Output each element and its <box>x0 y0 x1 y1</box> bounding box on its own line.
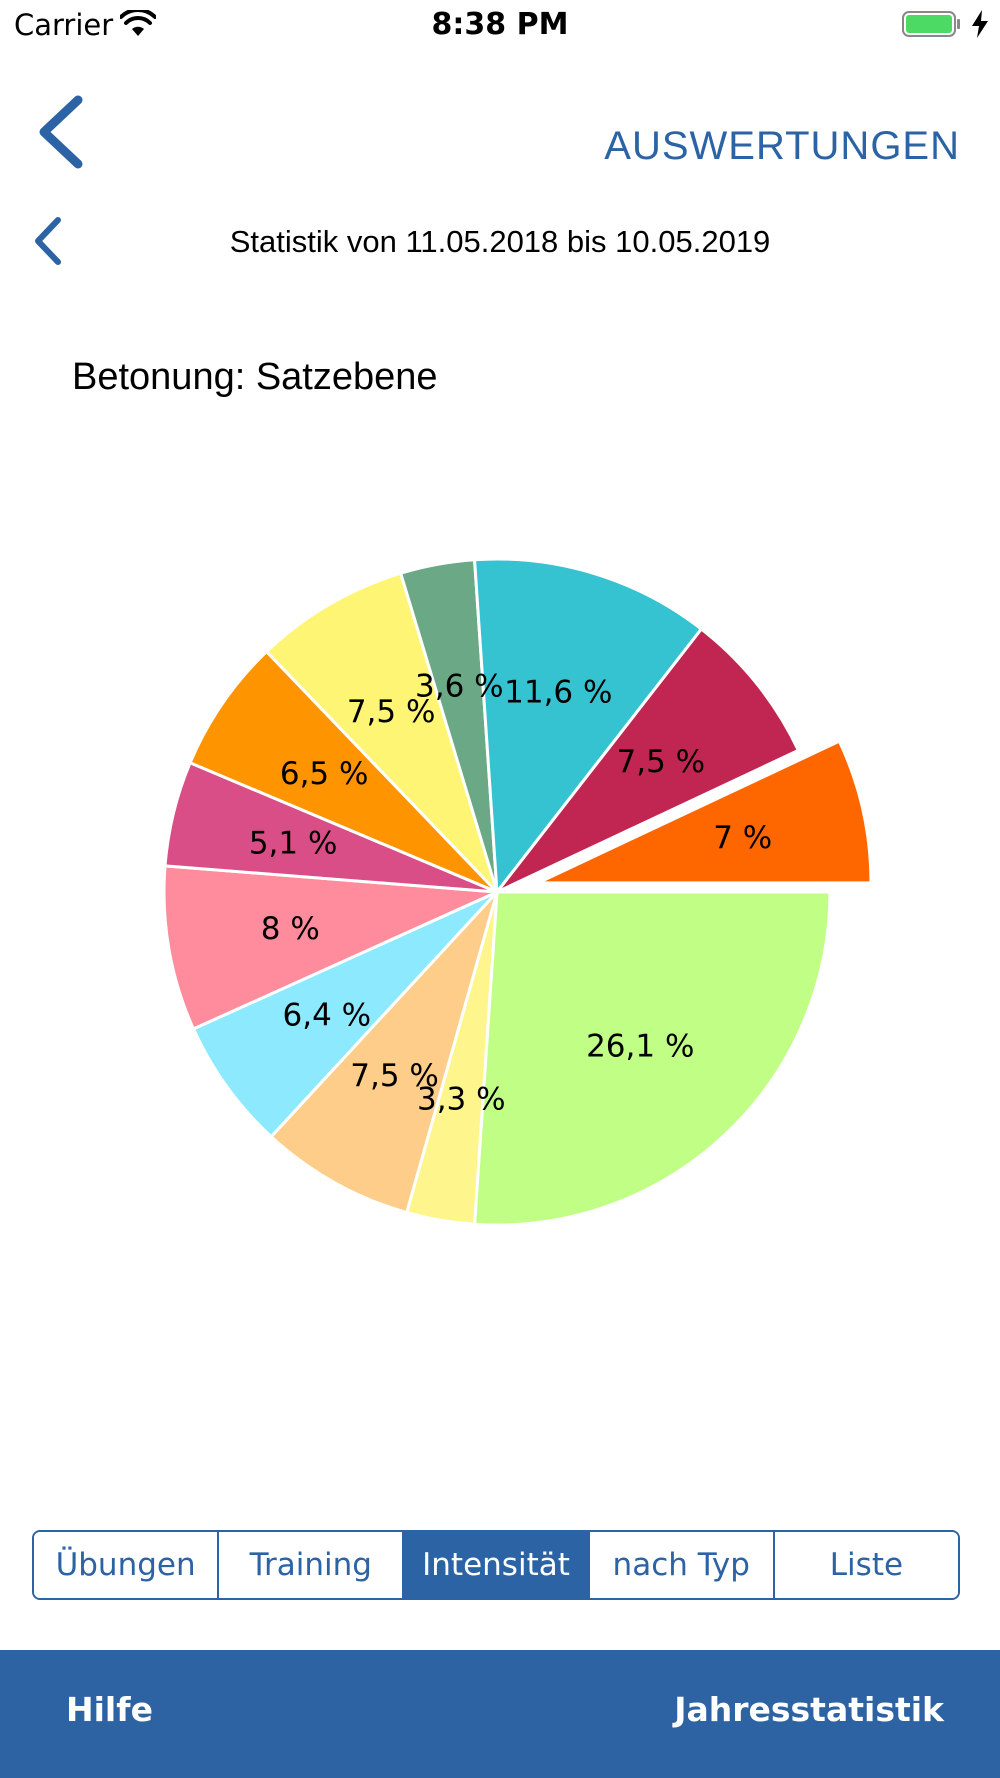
pie-slice-label-7: 7,5 % <box>347 694 436 730</box>
pie-slice-label-6: 6,5 % <box>280 756 369 792</box>
view-segmented-control: Übungen Training Intensität nach Typ Lis… <box>32 1530 960 1600</box>
tab-training[interactable]: Training <box>219 1532 405 1598</box>
pie-slice-label-4: 8 % <box>261 911 320 947</box>
pie-slice-2[interactable] <box>269 890 499 1215</box>
pie-slice-11[interactable] <box>537 739 873 885</box>
pie-slice-label-0: 26,1 % <box>586 1028 694 1064</box>
chart-title: Betonung: Satzebene <box>72 356 438 398</box>
pie-chart: 26,1 % 3,3 % 7,5 % 6,4 % 8 % 5,1 % 6,5 % 7,5 % 3… <box>162 557 873 1227</box>
tab-intensitaet[interactable]: Intensität <box>404 1532 590 1598</box>
tab-liste[interactable]: Liste <box>774 1532 958 1598</box>
bottom-toolbar: Hilfe Jahresstatistik <box>0 1650 1000 1778</box>
back-button[interactable] <box>28 92 88 172</box>
pie-slice-7[interactable] <box>264 571 499 894</box>
status-bar: Carrier 8:38 PM <box>0 0 1000 50</box>
pie-slice-label-2: 7,5 % <box>350 1058 439 1094</box>
status-time: 8:38 PM <box>431 7 569 42</box>
chevron-left-icon <box>35 217 61 265</box>
pie-slice-label-10: 7,5 % <box>617 744 706 780</box>
charging-icon <box>972 10 988 38</box>
pie-slice-9[interactable] <box>472 557 704 897</box>
pie-slice-3[interactable] <box>191 890 499 1139</box>
tab-nach-typ[interactable]: nach Typ <box>589 1532 775 1598</box>
pie-slice-label-3: 6,4 % <box>283 998 372 1034</box>
date-range-label: Statistik von 11.05.2018 bis 10.05.2019 <box>229 224 771 259</box>
pie-chart-svg: 26,1 %3,3 %7,5 %6,4 %8 %5,1 %6,5 %7,5 %3… <box>162 557 873 1227</box>
pie-slice-label-11: 7 % <box>713 820 772 856</box>
annual-statistics-button[interactable]: Jahresstatistik <box>674 1690 944 1729</box>
pie-slice-label-5: 5,1 % <box>249 825 338 861</box>
battery-icon <box>902 11 960 37</box>
pie-slice-label-9: 11,6 % <box>504 674 612 710</box>
pie-slice-4[interactable] <box>162 864 498 1031</box>
page-title: AUSWERTUNGEN <box>604 124 960 168</box>
carrier-label: Carrier <box>14 8 114 42</box>
pie-slice-label-8: 3,6 % <box>415 669 504 705</box>
pie-slice-6[interactable] <box>188 649 499 894</box>
help-button[interactable]: Hilfe <box>66 1690 153 1729</box>
pie-slice-0[interactable] <box>472 890 832 1227</box>
wifi-icon <box>120 10 156 36</box>
pie-slice-10[interactable] <box>495 626 801 894</box>
tab-uebungen[interactable]: Übungen <box>34 1532 220 1598</box>
chevron-left-icon <box>39 95 83 169</box>
previous-period-button[interactable] <box>28 214 68 268</box>
pie-slice-label-1: 3,3 % <box>417 1082 506 1118</box>
